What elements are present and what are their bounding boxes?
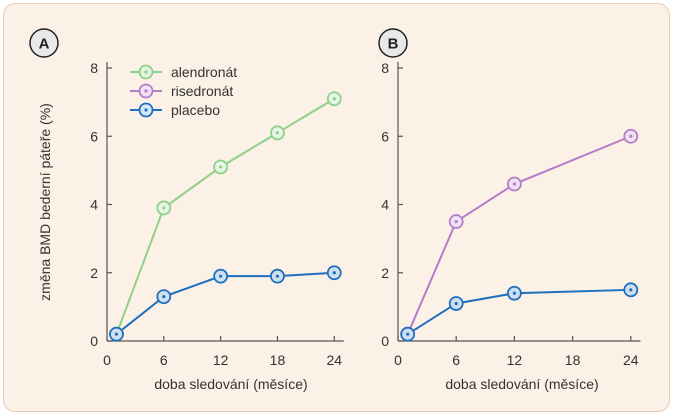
panel-a-alendronat-point: [326, 91, 342, 107]
panel-a-x-tick-label: 24: [326, 352, 342, 368]
legend-marker: [138, 102, 154, 118]
panel-b-y-tick-label: 6: [381, 128, 389, 144]
panel-a-y-tick-label: 0: [90, 333, 98, 349]
panel-b-placebo-point: [400, 326, 416, 342]
panel-b-x-axis-title: doba sledování (měsíce): [445, 376, 598, 392]
panel-b-y-tick-label: 4: [381, 197, 389, 213]
panel-a-x-tick-label: 0: [103, 352, 111, 368]
panel-a-placebo-point: [270, 268, 285, 284]
legend-label: placebo: [171, 102, 220, 118]
panel-a-label: A: [39, 36, 50, 53]
panel-a-placebo-line: [115, 271, 335, 335]
legend-item-placebo: placebo: [130, 102, 220, 118]
panel-a-y-tick-label: 6: [90, 128, 98, 144]
panel-a-y-axis-title: změna BMD bederní páteře (%): [37, 103, 53, 301]
legend-item-alendronat: alendronát: [130, 64, 237, 80]
panel-a-alendronat-point: [156, 200, 172, 216]
panel-b-x-tick-label: 18: [565, 352, 581, 368]
panel-a-badge: A: [29, 28, 59, 58]
legend-marker: [138, 64, 154, 80]
panel-a-placebo-point: [109, 326, 124, 342]
panel-a-placebo-point: [326, 265, 342, 281]
panel-b-placebo-point: [623, 282, 639, 298]
panel-b-x-tick-label: 0: [394, 352, 402, 368]
panel-a: A změna BMD bederní páteře (%) doba sled…: [29, 28, 344, 392]
panel-a-x-tick-label: 6: [160, 352, 168, 368]
panel-a-x-tick-label: 12: [213, 352, 229, 368]
panel-b-x-tick-label: 6: [452, 352, 460, 368]
panel-b-risedronat-line: [406, 135, 632, 335]
panel-b-badge: B: [378, 28, 408, 58]
panel-b-placebo-point: [507, 285, 522, 301]
panel-a-placebo-point: [156, 289, 172, 305]
legend-label: alendronát: [171, 64, 237, 80]
panel-a-y-tick-label: 2: [90, 265, 98, 281]
panel-a-placebo-point: [213, 268, 229, 284]
panel-b-risedronat-point: [448, 214, 464, 229]
panel-b-x-tick-label: 12: [507, 352, 523, 368]
panel-b-label: B: [388, 36, 399, 53]
panel-b-placebo-line: [407, 288, 631, 336]
panel-b-risedronat-point: [507, 176, 522, 192]
legend-label: risedronát: [171, 83, 233, 99]
panel-a-points: [109, 91, 342, 342]
panel-b-risedronat-point: [623, 128, 639, 144]
panel-b-x-tick-label: 24: [623, 352, 639, 368]
figure-frame: [3, 3, 670, 412]
panel-a-y-tick-label: 8: [90, 60, 98, 76]
panel-b-y-tick-label: 2: [381, 265, 389, 281]
panel-b-y-tick-label: 0: [381, 333, 389, 349]
panel-b-placebo-point: [448, 296, 464, 311]
legend: alendronát risedronát placebo: [130, 64, 237, 118]
panel-a-lines: [115, 97, 335, 335]
panel-b-lines: [406, 135, 632, 336]
panel-b-y-tick-label: 8: [381, 60, 389, 76]
panel-a-y-tick-label: 4: [90, 197, 98, 213]
panel-a-x-tick-label: 18: [270, 352, 286, 368]
panel-a-x-axis-title: doba sledování (měsíce): [154, 376, 307, 392]
panel-a-alendronat-point: [270, 125, 285, 141]
panel-a-alendronat-point: [213, 159, 229, 175]
panel-b-points: [400, 128, 639, 342]
legend-item-risedronat: risedronát: [130, 83, 233, 99]
legend-marker: [138, 83, 154, 99]
panel-a-alendronat-line: [115, 97, 335, 335]
